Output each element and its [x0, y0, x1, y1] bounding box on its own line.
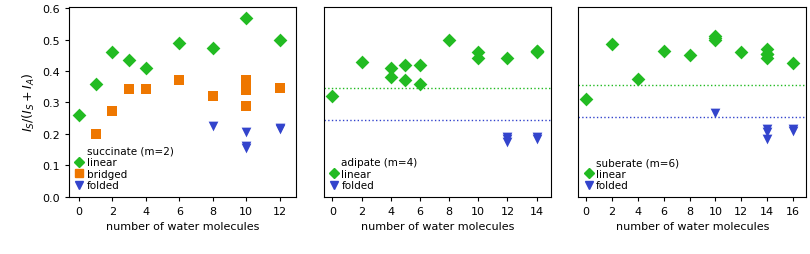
Point — [530, 49, 543, 53]
Point — [471, 57, 484, 61]
Point — [207, 47, 220, 51]
Point — [471, 51, 484, 55]
Point — [709, 38, 722, 42]
Point — [384, 67, 397, 71]
Point — [326, 95, 339, 99]
Point — [240, 146, 253, 150]
Point — [240, 104, 253, 108]
Point — [787, 62, 799, 66]
X-axis label: number of water molecules: number of water molecules — [616, 221, 769, 231]
Point — [173, 42, 185, 46]
Point — [761, 48, 774, 52]
Point — [761, 53, 774, 57]
Point — [580, 98, 593, 102]
Point — [207, 124, 220, 129]
Point — [207, 95, 220, 99]
Point — [139, 88, 152, 92]
Point — [442, 38, 455, 42]
Point — [106, 110, 119, 114]
Point — [273, 38, 286, 42]
Point — [501, 57, 514, 61]
X-axis label: number of water molecules: number of water molecules — [360, 221, 514, 231]
Point — [384, 76, 397, 80]
X-axis label: number of water molecules: number of water molecules — [106, 221, 259, 231]
Point — [501, 137, 514, 141]
Point — [709, 35, 722, 39]
Point — [122, 59, 135, 63]
Point — [530, 49, 543, 53]
Point — [709, 37, 722, 41]
Legend: suberate (m=6), linear, folded: suberate (m=6), linear, folded — [582, 154, 682, 194]
Point — [240, 84, 253, 88]
Point — [413, 82, 426, 86]
Point — [72, 114, 85, 118]
Point — [606, 43, 619, 47]
Point — [240, 79, 253, 83]
Point — [761, 131, 774, 135]
Point — [657, 49, 670, 53]
Legend: adipate (m=4), linear, folded: adipate (m=4), linear, folded — [326, 154, 420, 194]
Point — [273, 87, 286, 91]
Legend: succinate (m=2), linear, bridged, folded: succinate (m=2), linear, bridged, folded — [72, 143, 177, 194]
Point — [530, 135, 543, 139]
Point — [761, 128, 774, 132]
Point — [89, 82, 102, 86]
Point — [709, 112, 722, 116]
Point — [761, 57, 774, 61]
Point — [122, 88, 135, 92]
Point — [761, 137, 774, 141]
Point — [240, 17, 253, 21]
Point — [501, 135, 514, 139]
Point — [735, 51, 748, 55]
Point — [89, 132, 102, 136]
Point — [683, 54, 696, 58]
Point — [399, 64, 411, 68]
Point — [399, 79, 411, 83]
Point — [240, 88, 253, 92]
Point — [787, 128, 799, 132]
Point — [273, 128, 286, 132]
Y-axis label: $\mathit{I}_S/(\mathit{I}_S+\mathit{I}_A)$: $\mathit{I}_S/(\mathit{I}_S+\mathit{I}_A… — [20, 73, 36, 132]
Point — [240, 131, 253, 135]
Point — [530, 137, 543, 141]
Point — [355, 60, 368, 64]
Point — [173, 79, 185, 83]
Point — [501, 140, 514, 144]
Point — [106, 50, 119, 54]
Point — [530, 51, 543, 55]
Point — [240, 145, 253, 149]
Point — [413, 64, 426, 68]
Point — [787, 129, 799, 133]
Point — [139, 67, 152, 71]
Point — [761, 53, 774, 57]
Point — [632, 77, 645, 82]
Point — [273, 126, 286, 130]
